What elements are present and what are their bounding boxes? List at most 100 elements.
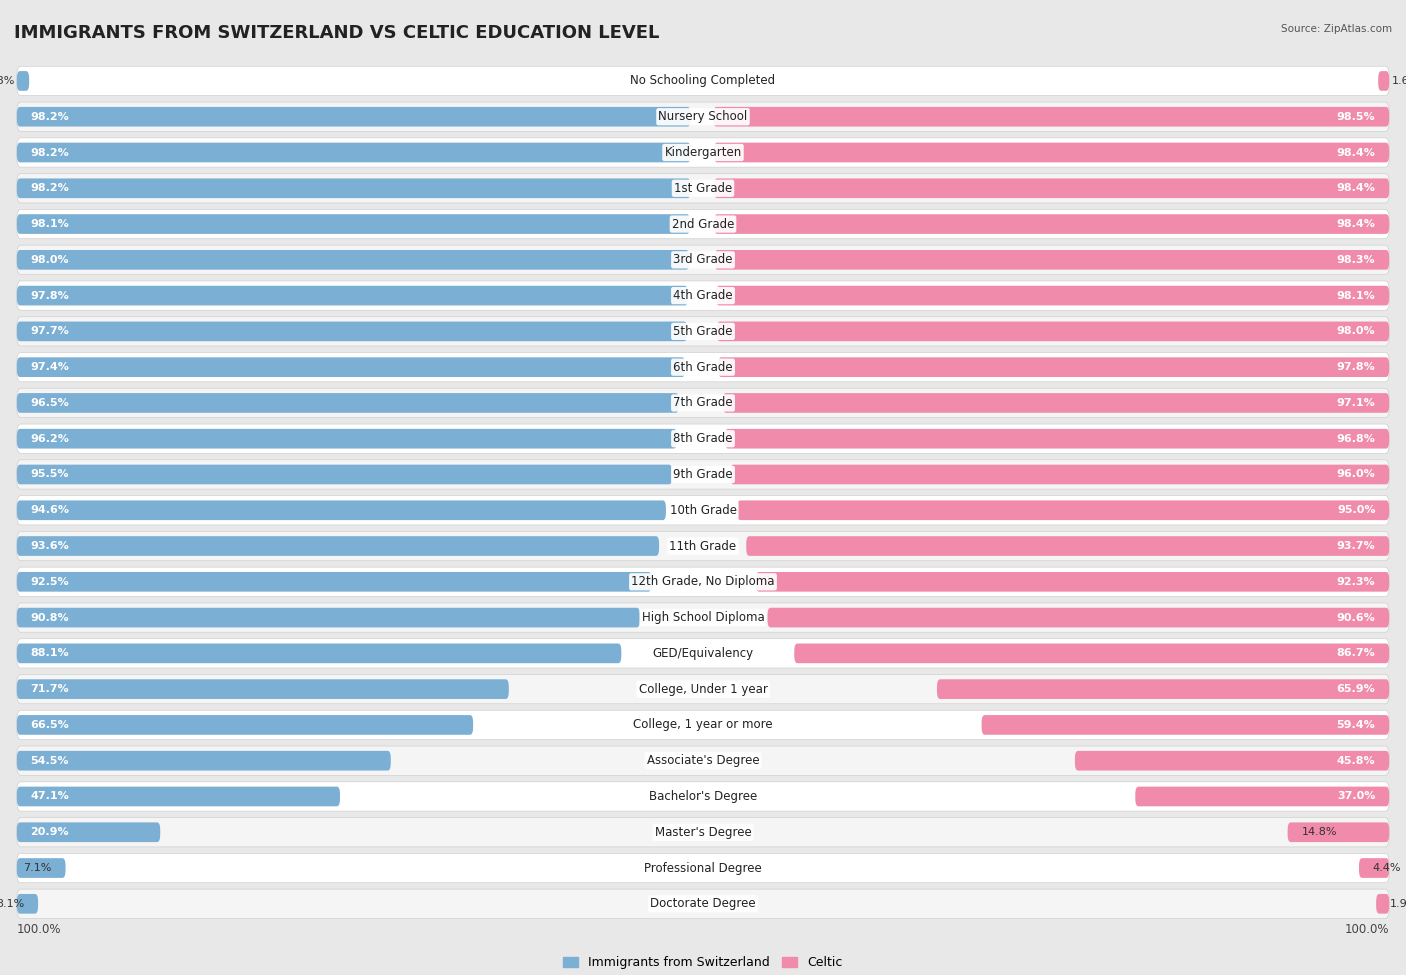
FancyBboxPatch shape bbox=[1378, 71, 1389, 91]
Text: College, 1 year or more: College, 1 year or more bbox=[633, 719, 773, 731]
Text: 12th Grade, No Diploma: 12th Grade, No Diploma bbox=[631, 575, 775, 588]
FancyBboxPatch shape bbox=[1376, 894, 1389, 914]
FancyBboxPatch shape bbox=[17, 142, 690, 163]
FancyBboxPatch shape bbox=[17, 536, 659, 556]
FancyBboxPatch shape bbox=[17, 572, 651, 592]
Text: 10th Grade: 10th Grade bbox=[669, 504, 737, 517]
FancyBboxPatch shape bbox=[17, 214, 690, 234]
FancyBboxPatch shape bbox=[714, 250, 1389, 270]
FancyBboxPatch shape bbox=[17, 210, 1389, 239]
Text: 90.8%: 90.8% bbox=[31, 612, 69, 623]
Text: 71.7%: 71.7% bbox=[31, 684, 69, 694]
Text: 93.6%: 93.6% bbox=[31, 541, 69, 551]
Legend: Immigrants from Switzerland, Celtic: Immigrants from Switzerland, Celtic bbox=[558, 951, 848, 974]
FancyBboxPatch shape bbox=[713, 107, 1389, 127]
FancyBboxPatch shape bbox=[718, 357, 1389, 377]
Text: 92.3%: 92.3% bbox=[1337, 577, 1375, 587]
FancyBboxPatch shape bbox=[17, 178, 690, 198]
FancyBboxPatch shape bbox=[17, 858, 66, 878]
FancyBboxPatch shape bbox=[723, 393, 1389, 412]
Text: 92.5%: 92.5% bbox=[31, 577, 69, 587]
Text: 54.5%: 54.5% bbox=[31, 756, 69, 765]
FancyBboxPatch shape bbox=[1360, 858, 1389, 878]
Text: 8th Grade: 8th Grade bbox=[673, 432, 733, 446]
Text: 97.7%: 97.7% bbox=[31, 327, 69, 336]
FancyBboxPatch shape bbox=[17, 107, 690, 127]
FancyBboxPatch shape bbox=[725, 429, 1389, 448]
Text: 14.8%: 14.8% bbox=[1302, 827, 1337, 838]
Text: 5th Grade: 5th Grade bbox=[673, 325, 733, 338]
FancyBboxPatch shape bbox=[17, 250, 689, 270]
Text: 90.6%: 90.6% bbox=[1337, 612, 1375, 623]
FancyBboxPatch shape bbox=[17, 317, 1389, 346]
Text: 98.0%: 98.0% bbox=[31, 254, 69, 265]
Text: 96.0%: 96.0% bbox=[1337, 470, 1375, 480]
Text: 88.1%: 88.1% bbox=[31, 648, 69, 658]
FancyBboxPatch shape bbox=[17, 286, 688, 305]
FancyBboxPatch shape bbox=[17, 460, 1389, 489]
Text: 100.0%: 100.0% bbox=[17, 923, 62, 936]
Text: 95.5%: 95.5% bbox=[31, 470, 69, 480]
FancyBboxPatch shape bbox=[17, 680, 509, 699]
Text: College, Under 1 year: College, Under 1 year bbox=[638, 682, 768, 695]
FancyBboxPatch shape bbox=[17, 607, 640, 628]
FancyBboxPatch shape bbox=[17, 353, 1389, 382]
FancyBboxPatch shape bbox=[17, 782, 1389, 811]
Text: 6th Grade: 6th Grade bbox=[673, 361, 733, 373]
Text: 98.2%: 98.2% bbox=[31, 183, 69, 193]
Text: 45.8%: 45.8% bbox=[1337, 756, 1375, 765]
FancyBboxPatch shape bbox=[756, 572, 1389, 592]
Text: Source: ZipAtlas.com: Source: ZipAtlas.com bbox=[1281, 24, 1392, 34]
FancyBboxPatch shape bbox=[717, 322, 1389, 341]
Text: 98.1%: 98.1% bbox=[31, 219, 69, 229]
Text: Professional Degree: Professional Degree bbox=[644, 862, 762, 875]
Text: 96.5%: 96.5% bbox=[31, 398, 69, 408]
FancyBboxPatch shape bbox=[17, 710, 1389, 740]
Text: 97.1%: 97.1% bbox=[1337, 398, 1375, 408]
Text: 20.9%: 20.9% bbox=[31, 827, 69, 838]
FancyBboxPatch shape bbox=[17, 853, 1389, 882]
Text: Kindergarten: Kindergarten bbox=[665, 146, 741, 159]
Text: Master's Degree: Master's Degree bbox=[655, 826, 751, 838]
FancyBboxPatch shape bbox=[17, 639, 1389, 668]
FancyBboxPatch shape bbox=[794, 644, 1389, 663]
Text: 1.6%: 1.6% bbox=[1392, 76, 1406, 86]
FancyBboxPatch shape bbox=[714, 178, 1389, 198]
Text: IMMIGRANTS FROM SWITZERLAND VS CELTIC EDUCATION LEVEL: IMMIGRANTS FROM SWITZERLAND VS CELTIC ED… bbox=[14, 24, 659, 42]
FancyBboxPatch shape bbox=[17, 137, 1389, 167]
FancyBboxPatch shape bbox=[714, 214, 1389, 234]
Text: 98.4%: 98.4% bbox=[1337, 147, 1375, 158]
Text: Bachelor's Degree: Bachelor's Degree bbox=[650, 790, 756, 803]
Text: 4.4%: 4.4% bbox=[1372, 863, 1402, 873]
Text: 98.3%: 98.3% bbox=[1337, 254, 1375, 265]
FancyBboxPatch shape bbox=[731, 465, 1389, 485]
FancyBboxPatch shape bbox=[17, 531, 1389, 561]
Text: 98.4%: 98.4% bbox=[1337, 183, 1375, 193]
Text: 93.7%: 93.7% bbox=[1337, 541, 1375, 551]
FancyBboxPatch shape bbox=[17, 567, 1389, 597]
FancyBboxPatch shape bbox=[17, 429, 676, 448]
FancyBboxPatch shape bbox=[17, 746, 1389, 775]
FancyBboxPatch shape bbox=[17, 357, 685, 377]
Text: 4th Grade: 4th Grade bbox=[673, 290, 733, 302]
FancyBboxPatch shape bbox=[17, 715, 474, 735]
FancyBboxPatch shape bbox=[936, 680, 1389, 699]
Text: 3rd Grade: 3rd Grade bbox=[673, 254, 733, 266]
FancyBboxPatch shape bbox=[716, 286, 1389, 305]
FancyBboxPatch shape bbox=[17, 822, 160, 842]
FancyBboxPatch shape bbox=[17, 894, 38, 914]
FancyBboxPatch shape bbox=[17, 889, 1389, 918]
FancyBboxPatch shape bbox=[17, 102, 1389, 132]
FancyBboxPatch shape bbox=[747, 536, 1389, 556]
FancyBboxPatch shape bbox=[17, 71, 30, 91]
FancyBboxPatch shape bbox=[981, 715, 1389, 735]
FancyBboxPatch shape bbox=[17, 465, 672, 485]
FancyBboxPatch shape bbox=[17, 495, 1389, 525]
FancyBboxPatch shape bbox=[17, 751, 391, 770]
FancyBboxPatch shape bbox=[17, 393, 679, 412]
Text: High School Diploma: High School Diploma bbox=[641, 611, 765, 624]
Text: 1.8%: 1.8% bbox=[0, 76, 15, 86]
Text: 98.1%: 98.1% bbox=[1337, 291, 1375, 300]
Text: 100.0%: 100.0% bbox=[1344, 923, 1389, 936]
FancyBboxPatch shape bbox=[17, 603, 1389, 632]
